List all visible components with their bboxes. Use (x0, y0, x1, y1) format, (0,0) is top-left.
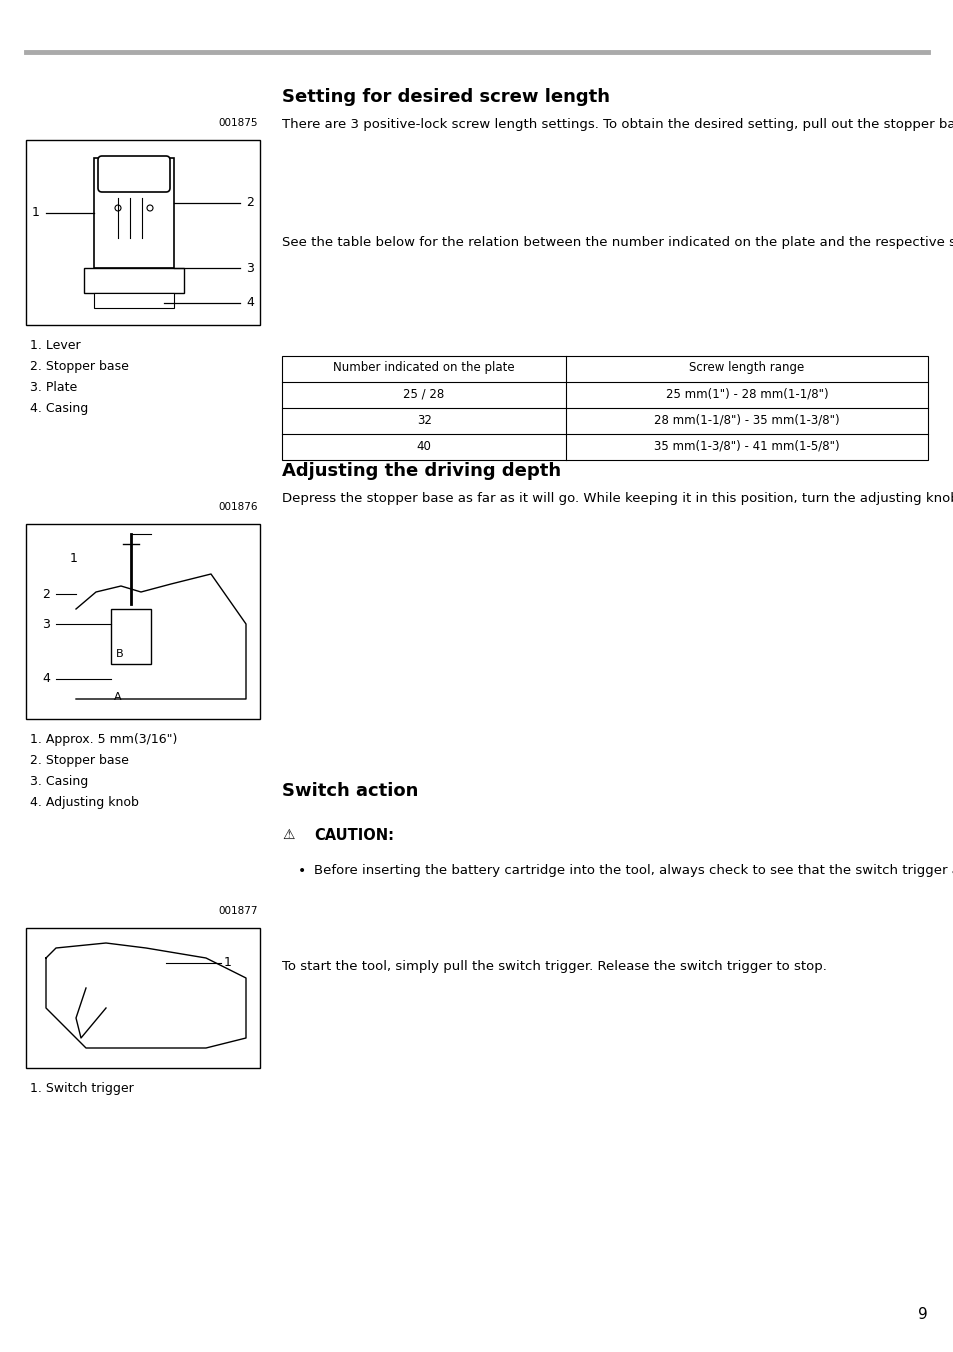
Text: 25 / 28: 25 / 28 (403, 388, 444, 400)
Text: 28 mm(1-1/8") - 35 mm(1-3/8"): 28 mm(1-1/8") - 35 mm(1-3/8") (654, 414, 839, 426)
Bar (84, 268, 184, 293)
Text: 4. Casing: 4. Casing (30, 402, 89, 415)
Text: See the table below for the relation between the number indicated on the plate a: See the table below for the relation bet… (282, 237, 953, 249)
Text: 001877: 001877 (218, 906, 257, 917)
Text: 1. Approx. 5 mm(3/16"): 1. Approx. 5 mm(3/16") (30, 733, 177, 746)
Text: 3: 3 (42, 618, 50, 630)
Text: Setting for desired screw length: Setting for desired screw length (282, 88, 609, 105)
Bar (26, 141, 260, 324)
Bar (94, 293, 173, 308)
Text: 2: 2 (42, 588, 50, 600)
Text: 1. Lever: 1. Lever (30, 339, 81, 352)
Bar (26, 927, 260, 1068)
Text: ⚠: ⚠ (282, 827, 294, 842)
Bar (26, 525, 260, 719)
Text: 4: 4 (42, 672, 50, 685)
Bar (111, 608, 151, 664)
Bar (282, 356, 927, 460)
Text: 9: 9 (918, 1307, 927, 1322)
Text: Before inserting the battery cartridge into the tool, always check to see that t: Before inserting the battery cartridge i… (314, 864, 953, 877)
Text: 1: 1 (70, 552, 78, 565)
Text: 1. Switch trigger: 1. Switch trigger (30, 1082, 133, 1095)
Text: Depress the stopper base as far as it will go. While keeping it in this position: Depress the stopper base as far as it wi… (282, 492, 953, 506)
Text: Number indicated on the plate: Number indicated on the plate (333, 361, 515, 375)
Text: 32: 32 (416, 414, 431, 426)
Text: 35 mm(1-3/8") - 41 mm(1-5/8"): 35 mm(1-3/8") - 41 mm(1-5/8") (654, 439, 839, 453)
FancyBboxPatch shape (98, 155, 170, 192)
Text: A: A (113, 692, 121, 702)
Text: 25 mm(1") - 28 mm(1-1/8"): 25 mm(1") - 28 mm(1-1/8") (665, 388, 827, 400)
Text: 1: 1 (224, 956, 232, 969)
Text: 40: 40 (416, 439, 431, 453)
Text: B: B (116, 649, 124, 658)
Text: 3: 3 (246, 261, 253, 274)
Text: 001876: 001876 (218, 502, 257, 512)
Text: 2: 2 (246, 196, 253, 210)
Text: 3. Casing: 3. Casing (30, 775, 89, 788)
Bar (94, 158, 173, 268)
Text: Switch action: Switch action (282, 781, 418, 800)
Text: 1: 1 (32, 207, 40, 219)
Text: Screw length range: Screw length range (689, 361, 804, 375)
Text: To start the tool, simply pull the switch trigger. Release the switch trigger to: To start the tool, simply pull the switc… (282, 960, 826, 973)
Text: 4. Adjusting knob: 4. Adjusting knob (30, 796, 139, 808)
Text: Adjusting the driving depth: Adjusting the driving depth (282, 462, 560, 480)
Text: 2. Stopper base: 2. Stopper base (30, 754, 129, 767)
Text: •: • (297, 864, 306, 877)
Text: 001875: 001875 (218, 118, 257, 128)
Text: CAUTION:: CAUTION: (314, 827, 394, 844)
Text: 3. Plate: 3. Plate (30, 381, 77, 393)
Text: 2. Stopper base: 2. Stopper base (30, 360, 129, 373)
Text: There are 3 positive-lock screw length settings. To obtain the desired setting, : There are 3 positive-lock screw length s… (282, 118, 953, 131)
Text: 4: 4 (246, 296, 253, 310)
